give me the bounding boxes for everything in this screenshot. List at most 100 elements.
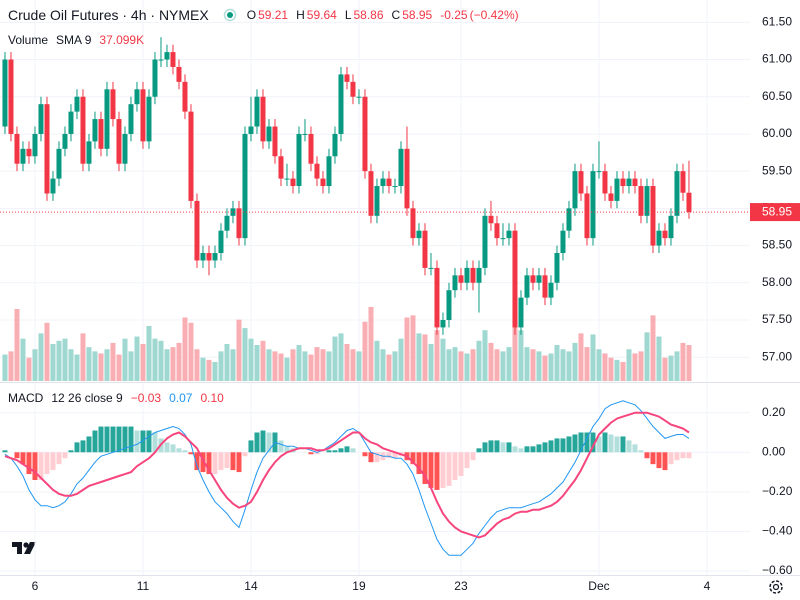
- histogram-bar: [560, 438, 566, 453]
- candle-body: [566, 208, 572, 231]
- histogram-bar: [584, 432, 590, 453]
- volume-bar: [374, 340, 380, 381]
- candle-body: [464, 267, 470, 283]
- price-label: 58.95: [762, 204, 792, 218]
- candle-body: [278, 156, 284, 179]
- volume-bar: [2, 354, 8, 381]
- histogram-bar: [620, 436, 626, 453]
- y-tick-label: −0.60: [762, 563, 793, 577]
- volume-sma-value: 37.099K: [99, 33, 145, 47]
- volume-bar: [26, 357, 32, 381]
- volume-bar: [278, 353, 284, 381]
- candle-body: [416, 230, 422, 239]
- volume-bar: [20, 338, 26, 381]
- candle-body: [614, 178, 620, 201]
- histogram-bar: [512, 446, 518, 453]
- candle-body: [524, 275, 530, 298]
- volume-bar: [344, 343, 350, 381]
- volume-bar: [74, 354, 80, 381]
- histogram-bar: [308, 452, 314, 455]
- volume-bar: [56, 340, 62, 381]
- volume-bar: [146, 325, 152, 381]
- candle-body: [128, 104, 134, 134]
- candle-body: [392, 186, 398, 188]
- volume-bar: [50, 343, 56, 381]
- volume-bar: [410, 315, 416, 381]
- y-tick-label: −0.40: [762, 524, 793, 538]
- volume-bar: [32, 349, 38, 381]
- candle-body: [656, 230, 662, 246]
- visibility-icon[interactable]: [223, 8, 241, 22]
- histogram-bar: [146, 430, 152, 453]
- volume-bar: [128, 351, 134, 381]
- candle-body: [374, 186, 380, 216]
- ohlc-label: O: [246, 8, 257, 22]
- histogram-bar: [74, 442, 80, 453]
- histogram-bar: [530, 446, 536, 453]
- volume-bar: [440, 338, 446, 381]
- candle-body: [608, 193, 614, 201]
- candle-body: [536, 275, 542, 283]
- histogram-bar: [656, 452, 662, 469]
- histogram-bar: [14, 452, 20, 459]
- histogram-bar: [182, 450, 188, 453]
- volume-bar: [650, 315, 656, 381]
- candle-body: [26, 148, 32, 157]
- volume-bar: [566, 351, 572, 381]
- settings-icon[interactable]: [769, 580, 783, 594]
- volume-bar: [224, 343, 230, 381]
- histogram-bar: [446, 452, 452, 486]
- volume-bar: [524, 347, 530, 381]
- volume-bar: [176, 342, 182, 381]
- candle-body: [164, 52, 170, 60]
- candle-body: [212, 253, 218, 261]
- volume-bar: [254, 345, 260, 381]
- volume-bar: [614, 359, 620, 381]
- candle-body: [116, 119, 122, 164]
- histogram-bar: [140, 430, 146, 453]
- volume-bar: [392, 351, 398, 381]
- histogram-bar: [476, 448, 482, 453]
- candle-body: [182, 81, 188, 112]
- histogram-bar: [206, 452, 212, 475]
- candle-body: [422, 230, 428, 268]
- candle-body: [362, 96, 368, 172]
- candle-body: [560, 230, 566, 254]
- histogram-bar: [644, 452, 650, 459]
- histogram-bar: [566, 436, 572, 453]
- volume-bar: [584, 347, 590, 381]
- candle-body: [326, 156, 332, 187]
- candle-body: [92, 119, 98, 142]
- histogram-bar: [116, 426, 122, 453]
- histogram-bar: [32, 452, 38, 480]
- candle-body: [602, 171, 608, 194]
- candle-body: [110, 89, 116, 120]
- volume-bar: [170, 347, 176, 381]
- candle-body: [404, 148, 410, 209]
- volume-bar: [518, 330, 524, 381]
- candle-body: [338, 74, 344, 134]
- candle-body: [170, 52, 176, 67]
- volume-bar: [62, 338, 68, 381]
- histogram-bar: [506, 442, 512, 453]
- candle-body: [482, 215, 488, 268]
- histogram-bar: [260, 430, 266, 453]
- volume-bar: [674, 351, 680, 381]
- histogram-bar: [638, 450, 644, 453]
- histogram-bar: [440, 452, 446, 488]
- candle-body: [452, 275, 458, 291]
- volume-bar: [110, 342, 116, 381]
- candle-body: [248, 126, 254, 134]
- histogram-bar: [224, 452, 230, 469]
- volume-bar: [494, 349, 500, 381]
- volume-bar: [548, 353, 554, 381]
- volume-bar: [362, 321, 368, 381]
- candle-body: [80, 96, 86, 164]
- histogram-bar: [344, 446, 350, 453]
- volume-bar: [680, 342, 686, 381]
- y-tick-label: 59.50: [762, 163, 792, 177]
- histogram-bar: [80, 440, 86, 453]
- candle-body: [626, 178, 632, 187]
- volume-bar: [134, 336, 140, 381]
